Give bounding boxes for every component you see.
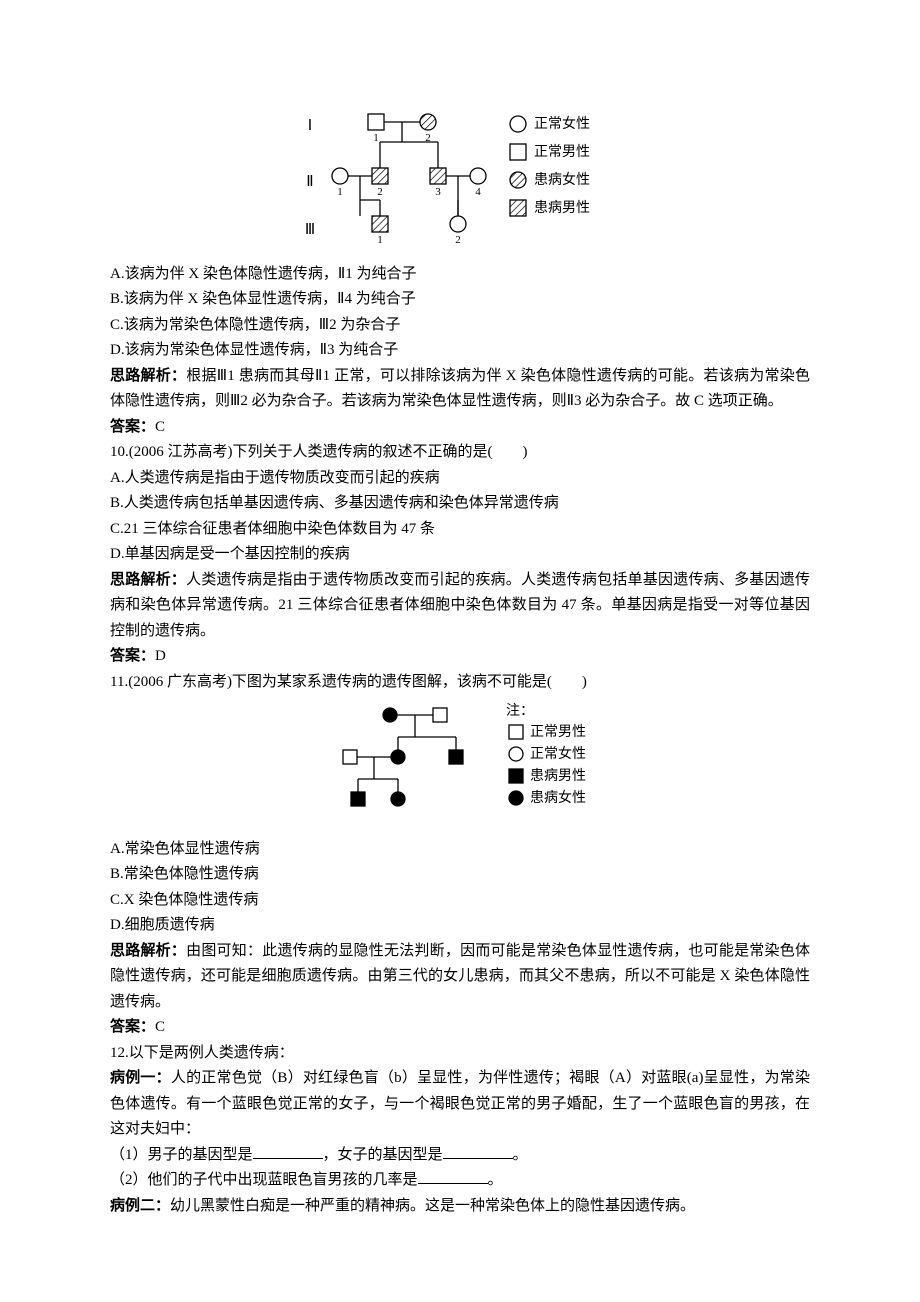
q12-case1: 病例一：人的正常色觉（B）对红绿色盲（b）呈显性，为伴性遗传；褐眼（A）对蓝眼(… bbox=[110, 1066, 810, 1143]
q9-option-a: A.该病为伴 X 染色体隐性遗传病，Ⅱ1 为纯合子 bbox=[110, 262, 810, 288]
sub2-b: 。 bbox=[488, 1172, 503, 1188]
svg-text:3: 3 bbox=[435, 186, 441, 198]
q9-option-c: C.该病为常染色体隐性遗传病，Ⅲ2 为杂合子 bbox=[110, 313, 810, 339]
svg-text:2: 2 bbox=[377, 186, 383, 198]
answer-label: 答案： bbox=[110, 648, 155, 664]
q10-analysis: 思路解析：人类遗传病是指由于遗传物质改变而引起的疾病。人类遗传病包括单基因遗传病… bbox=[110, 568, 810, 645]
sub1-b: ，女子的基因型是 bbox=[323, 1147, 443, 1163]
svg-text:Ⅰ: Ⅰ bbox=[308, 118, 312, 134]
blank-1 bbox=[253, 1143, 323, 1159]
svg-text:患病男性: 患病男性 bbox=[530, 768, 586, 784]
pedigree-figure-1: 1 2 1 2 3 4 1 2 Ⅰ Ⅱ Ⅲ 正常女性正常男性患病女性患病男性 bbox=[110, 104, 810, 254]
analysis-label: 思路解析： bbox=[110, 943, 186, 959]
case2-label: 病例二： bbox=[110, 1198, 170, 1214]
sub1-c: 。 bbox=[513, 1147, 528, 1163]
answer-label: 答案： bbox=[110, 1019, 155, 1035]
q11-stem: 11.(2006 广东高考)下图为某家系遗传病的遗传图解，该病不可能是( ) bbox=[110, 670, 810, 696]
sub1-a: （1）男子的基因型是 bbox=[110, 1147, 253, 1163]
svg-text:患病女性: 患病女性 bbox=[534, 171, 590, 188]
q9-option-b: B.该病为伴 X 染色体显性遗传病，Ⅱ4 为纯合子 bbox=[110, 287, 810, 313]
svg-text:2: 2 bbox=[425, 132, 431, 144]
q11-answer-text: C bbox=[155, 1019, 165, 1035]
blank-3 bbox=[418, 1168, 488, 1184]
case2-text: 幼儿黑蒙性白痴是一种严重的精神病。这是一种常染色体上的隐性基因遗传病。 bbox=[170, 1198, 695, 1214]
answer-label: 答案： bbox=[110, 419, 155, 435]
q11-answer: 答案：C bbox=[110, 1015, 810, 1041]
q9-option-d: D.该病为常染色体显性遗传病，Ⅱ3 为纯合子 bbox=[110, 338, 810, 364]
q12-case2: 病例二：幼儿黑蒙性白痴是一种严重的精神病。这是一种常染色体上的隐性基因遗传病。 bbox=[110, 1194, 810, 1220]
q10-option-c: C.21 三体综合征患者体细胞中染色体数目为 47 条 bbox=[110, 517, 810, 543]
q9-answer-text: C bbox=[155, 419, 165, 435]
q11-option-a: A.常染色体显性遗传病 bbox=[110, 837, 810, 863]
pedigree-svg-1: 1 2 1 2 3 4 1 2 Ⅰ Ⅱ Ⅲ 正常女性正常男性患病女性患病男性 bbox=[280, 104, 640, 244]
svg-text:正常女性: 正常女性 bbox=[534, 115, 590, 132]
case1-label: 病例一： bbox=[110, 1070, 171, 1086]
q10-answer: 答案：D bbox=[110, 644, 810, 670]
analysis-label: 思路解析： bbox=[110, 368, 186, 384]
pedigree-figure-2: 注： 正常男性正常女性患病男性患病女性 bbox=[110, 699, 810, 829]
q10-option-a: A.人类遗传病是指由于遗传物质改变而引起的疾病 bbox=[110, 466, 810, 492]
q12-sub2: （2）他们的子代中出现蓝眼色盲男孩的几率是 。 bbox=[110, 1168, 810, 1194]
svg-text:正常女性: 正常女性 bbox=[530, 745, 586, 762]
q12-sub1: （1）男子的基因型是 ，女子的基因型是 。 bbox=[110, 1143, 810, 1169]
q11-analysis: 思路解析：由图可知：此遗传病的显隐性无法判断，因而可能是常染色体显性遗传病，也可… bbox=[110, 939, 810, 1016]
q10-option-d: D.单基因病是受一个基因控制的疾病 bbox=[110, 542, 810, 568]
q10-option-b: B.人类遗传病包括单基因遗传病、多基因遗传病和染色体异常遗传病 bbox=[110, 491, 810, 517]
svg-text:患病女性: 患病女性 bbox=[530, 789, 586, 806]
q11-option-c: C.X 染色体隐性遗传病 bbox=[110, 888, 810, 914]
svg-text:正常男性: 正常男性 bbox=[530, 724, 586, 740]
svg-text:Ⅱ: Ⅱ bbox=[306, 174, 313, 190]
q11-option-d: D.细胞质遗传病 bbox=[110, 913, 810, 939]
q11-option-b: B.常染色体隐性遗传病 bbox=[110, 862, 810, 888]
blank-2 bbox=[443, 1143, 513, 1159]
pedigree-svg-2: 注： 正常男性正常女性患病男性患病女性 bbox=[280, 699, 640, 819]
svg-text:1: 1 bbox=[377, 234, 383, 244]
analysis-label: 思路解析： bbox=[110, 572, 186, 588]
q10-answer-text: D bbox=[155, 648, 166, 664]
sub2-a: （2）他们的子代中出现蓝眼色盲男孩的几率是 bbox=[110, 1172, 418, 1188]
q10-analysis-text: 人类遗传病是指由于遗传物质改变而引起的疾病。人类遗传病包括单基因遗传病、多基因遗… bbox=[110, 572, 810, 639]
q9-analysis: 思路解析：根据Ⅲ1 患病而其母Ⅱ1 正常，可以排除该病为伴 X 染色体隐性遗传病… bbox=[110, 364, 810, 415]
q10-stem: 10.(2006 江苏高考)下列关于人类遗传病的叙述不正确的是( ) bbox=[110, 440, 810, 466]
q9-answer: 答案：C bbox=[110, 415, 810, 441]
svg-text:4: 4 bbox=[475, 186, 481, 198]
svg-text:患病男性: 患病男性 bbox=[534, 200, 590, 216]
svg-text:1: 1 bbox=[373, 132, 379, 144]
case1-text: 人的正常色觉（B）对红绿色盲（b）呈显性，为伴性遗传；褐眼（A）对蓝眼(a)呈显… bbox=[110, 1070, 810, 1137]
q9-analysis-text: 根据Ⅲ1 患病而其母Ⅱ1 正常，可以排除该病为伴 X 染色体隐性遗传病的可能。若… bbox=[110, 368, 810, 410]
q12-stem: 12.以下是两例人类遗传病： bbox=[110, 1041, 810, 1067]
q11-analysis-text: 由图可知：此遗传病的显隐性无法判断，因而可能是常染色体显性遗传病，也可能是常染色… bbox=[110, 943, 810, 1010]
svg-text:注：: 注： bbox=[506, 703, 534, 719]
svg-text:2: 2 bbox=[455, 234, 461, 244]
svg-text:Ⅲ: Ⅲ bbox=[305, 222, 315, 238]
svg-text:1: 1 bbox=[337, 186, 343, 198]
svg-text:正常男性: 正常男性 bbox=[534, 144, 590, 160]
